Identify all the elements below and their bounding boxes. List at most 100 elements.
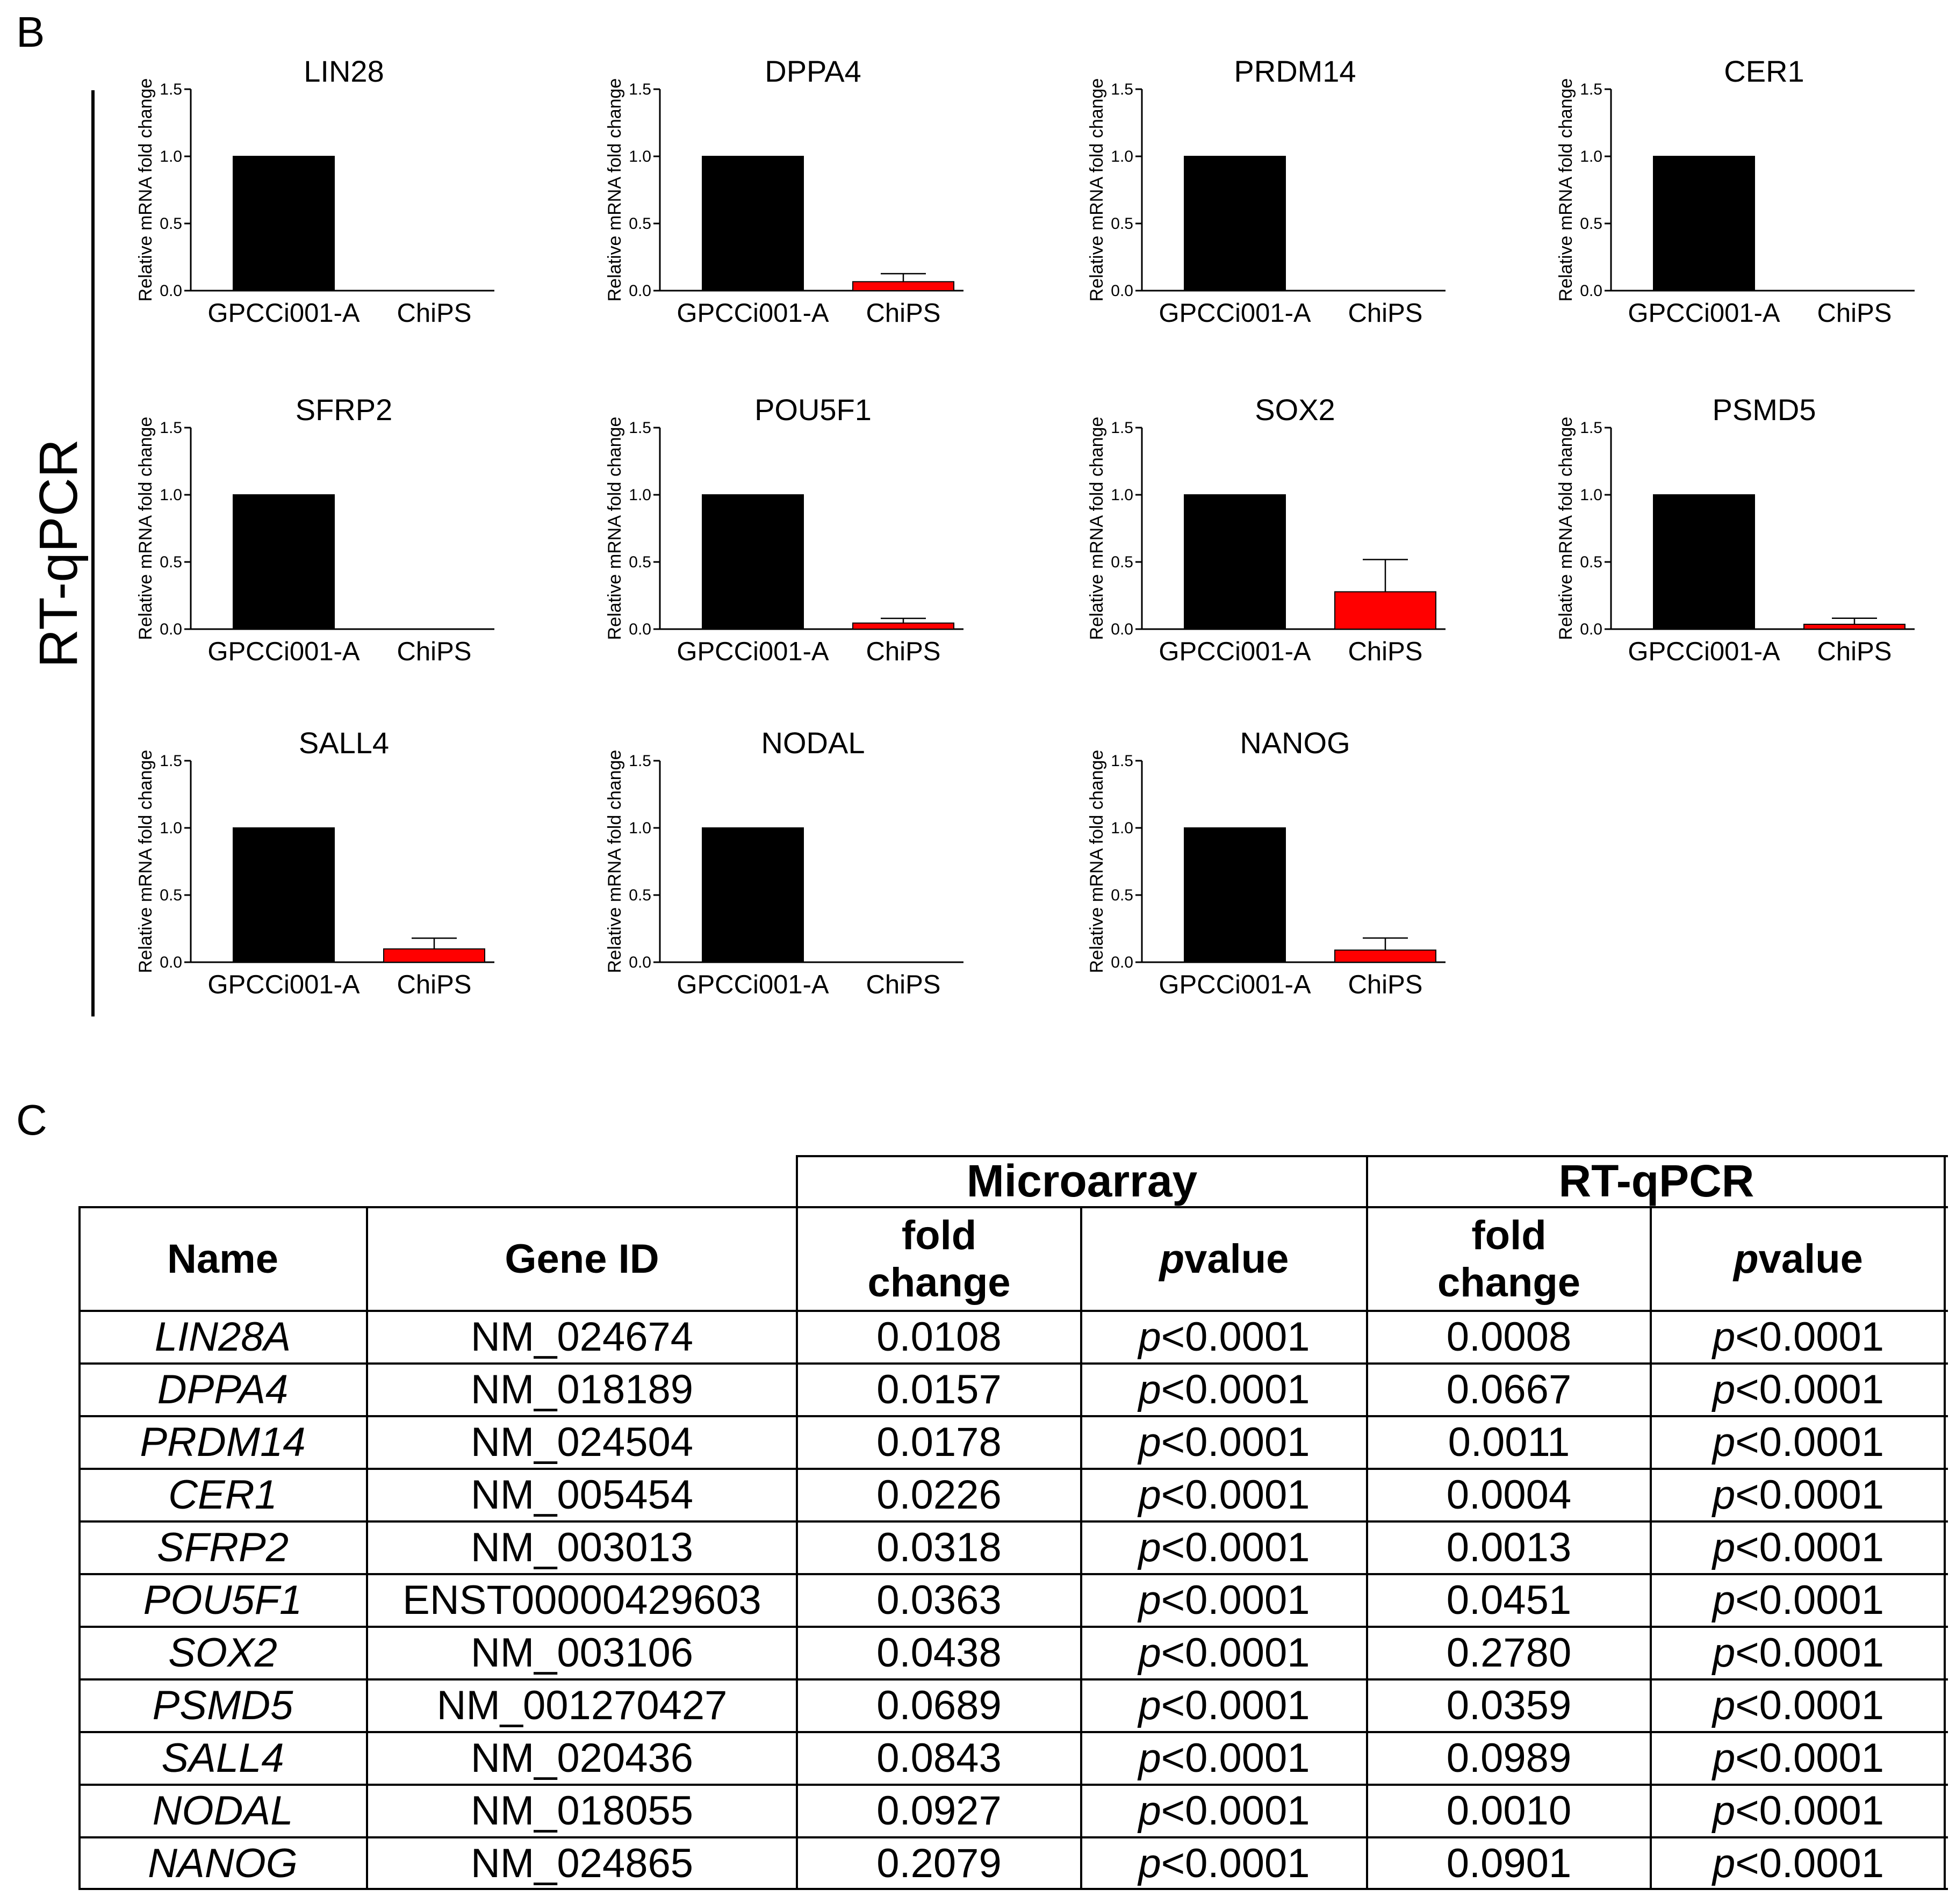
chart-cer1: CER1 Relative mRNA fold change 0.0 0.5 1.0 1.…	[1556, 54, 1915, 328]
chart-lin28: LIN28 Relative mRNA fold change 0.0 0.5 1.0 1…	[135, 54, 494, 328]
y-tick-label: 1.5	[160, 81, 182, 98]
x-category-label: GPCCi001-A	[1628, 637, 1780, 666]
y-tick-label: 1.5	[1580, 419, 1602, 437]
p-value-text: <0.0001	[1161, 1314, 1310, 1360]
y-tick-label: 1.0	[629, 486, 651, 504]
bar-chart-grid: LIN28 Relative mRNA fold change 0.0 0.5 1.0 1…	[135, 54, 1915, 999]
group-header-left-rule	[796, 1155, 798, 1208]
bar-chips	[852, 622, 954, 630]
y-tick-label: 1.5	[1111, 752, 1133, 770]
y-tick-label: 1.0	[1111, 819, 1133, 837]
y-axis-label: Relative mRNA fold change	[1556, 417, 1576, 640]
y-tick-label: 0.0	[1111, 282, 1133, 300]
row-rt-qpcr-fold-change: 0.0004	[1446, 1472, 1572, 1518]
p-prefix: p	[1712, 1314, 1736, 1360]
panel-c-label: C	[16, 1096, 47, 1144]
chart-title: PRDM14	[1234, 54, 1356, 88]
x-category-label: GPCCi001-A	[677, 299, 829, 328]
row-gene-id: NM_003013	[470, 1525, 694, 1571]
x-category-label: GPCCi001-A	[677, 637, 829, 666]
row-microarray-p-value: p <0.0001	[1081, 1416, 1367, 1469]
y-axis-label: Relative mRNA fold change	[135, 750, 156, 973]
x-category-label: ChiPS	[866, 299, 941, 328]
p-value-text: <0.0001	[1161, 1735, 1310, 1782]
p-prefix: p	[1138, 1367, 1161, 1413]
y-tick-label: 0.5	[1111, 886, 1133, 904]
row-rt-qpcr-p-value: p <0.0001	[1651, 1574, 1946, 1627]
p-prefix: p	[1138, 1472, 1161, 1518]
group-header-top-rule	[797, 1155, 1948, 1157]
header-fold-line2: change	[1437, 1259, 1581, 1306]
header-p-value-rt-qpcr: p value	[1651, 1207, 1946, 1311]
column-rule	[1366, 1207, 1368, 1890]
chart-title: PSMD5	[1713, 393, 1816, 427]
chart-title: DPPA4	[765, 54, 861, 88]
y-tick-label: 1.0	[1111, 486, 1133, 504]
y-tick-label: 0.5	[160, 215, 182, 233]
x-category-label: GPCCi001-A	[207, 637, 360, 666]
row-gene-name: NANOG	[148, 1841, 298, 1887]
header-p-value-microarray: p value	[1081, 1207, 1367, 1311]
p-prefix: p	[1138, 1841, 1161, 1887]
y-tick-label: 1.5	[629, 419, 651, 437]
p-value-text: <0.0001	[1161, 1683, 1310, 1729]
header-bottom-rule	[78, 1310, 1948, 1312]
chart-psmd5: PSMD5 Relative mRNA fold change 0.0 0.5 1.0 1…	[1556, 393, 1915, 666]
y-tick-label: 1.0	[1580, 486, 1602, 504]
y-tick-label: 1.5	[160, 752, 182, 770]
header-fold-line1: fold	[1471, 1213, 1547, 1259]
row-microarray-p-value: p <0.0001	[1081, 1364, 1367, 1416]
y-tick-label: 0.5	[1111, 215, 1133, 233]
chart-dppa4: DPPA4 Relative mRNA fold change 0.0 0.5 1.0 1…	[605, 54, 963, 328]
comparison-table: Microarray RT-qPCR Name Gene ID fold change fo…	[78, 1155, 1948, 1890]
row-gene-name: SFRP2	[157, 1525, 289, 1571]
y-tick-label: 1.5	[629, 81, 651, 98]
bar-gpcci001-a	[233, 827, 335, 963]
row-gene-name: POU5F1	[143, 1577, 303, 1624]
header-p-rest: value	[1184, 1236, 1289, 1282]
row-gene-name: SALL4	[161, 1735, 284, 1782]
row-microarray-p-value: p <0.0001	[1081, 1574, 1367, 1627]
header-fold-change-microarray: fold change	[797, 1207, 1081, 1311]
x-category-label: ChiPS	[866, 970, 941, 999]
column-rule	[78, 1207, 81, 1890]
x-category-label: ChiPS	[1348, 970, 1423, 999]
row-microarray-p-value: p <0.0001	[1081, 1311, 1367, 1364]
y-tick-label: 0.5	[160, 553, 182, 571]
p-value-text: <0.0001	[1735, 1419, 1885, 1466]
bar-gpcci001-a	[233, 494, 335, 630]
bar-chips	[383, 948, 485, 963]
column-rule	[796, 1207, 798, 1890]
x-category-label: GPCCi001-A	[1159, 637, 1311, 666]
y-tick-label: 1.0	[160, 486, 182, 504]
row-rt-qpcr-fold-change: 0.0013	[1446, 1525, 1572, 1571]
y-axis-label: Relative mRNA fold change	[1087, 750, 1107, 973]
group-header-mid-rule	[1366, 1155, 1368, 1208]
row-rt-qpcr-p-value: p <0.0001	[1651, 1732, 1946, 1785]
y-tick-label: 0.0	[629, 954, 651, 971]
chart-sfrp2: SFRP2 Relative mRNA fold change 0.0 0.5 1.0 1…	[135, 393, 494, 666]
row-gene-id: NM_024865	[470, 1841, 694, 1887]
row-rt-qpcr-fold-change: 0.0989	[1446, 1735, 1572, 1782]
header-p-rest: value	[1758, 1236, 1863, 1282]
header-fold-line1: fold	[901, 1213, 977, 1259]
row-microarray-fold-change: 0.0927	[876, 1788, 1002, 1834]
chart-title: SALL4	[299, 726, 389, 760]
y-tick-label: 1.5	[1111, 81, 1133, 98]
x-category-label: ChiPS	[1817, 299, 1892, 328]
y-tick-label: 0.0	[1111, 954, 1133, 971]
header-p-italic: p	[1159, 1236, 1185, 1282]
row-rule	[78, 1573, 1948, 1575]
y-tick-label: 1.0	[629, 819, 651, 837]
group-header-microarray: Microarray	[966, 1156, 1198, 1207]
p-prefix: p	[1712, 1367, 1736, 1413]
header-p-italic: p	[1734, 1236, 1759, 1282]
row-rt-qpcr-fold-change: 0.0359	[1446, 1683, 1572, 1729]
row-rt-qpcr-p-value: p <0.0001	[1651, 1627, 1946, 1679]
row-gene-name: LIN28A	[154, 1314, 291, 1360]
p-value-text: <0.0001	[1161, 1367, 1310, 1413]
column-rule	[1944, 1207, 1946, 1890]
y-tick-label: 0.0	[1111, 621, 1133, 638]
y-axis-label: Relative mRNA fold change	[135, 78, 156, 302]
y-tick-label: 1.0	[1580, 148, 1602, 165]
